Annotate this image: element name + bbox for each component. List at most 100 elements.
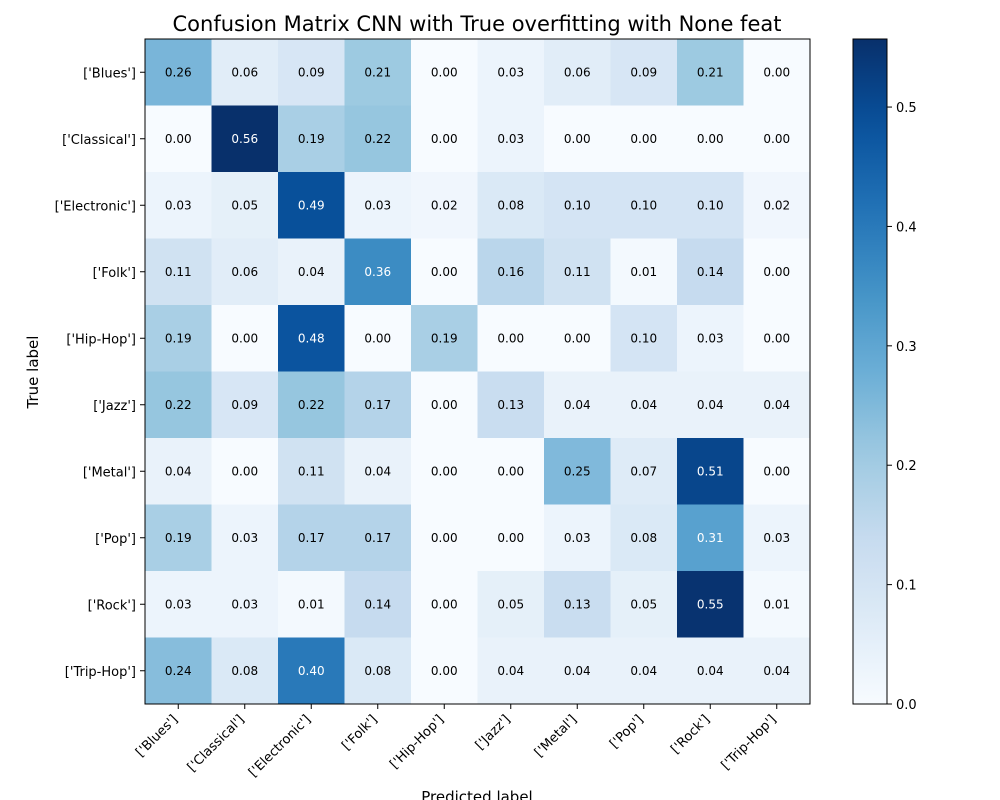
cell-value-label: 0.00 [497, 531, 524, 545]
heatmap-cell [544, 39, 611, 106]
cell-value-label: 0.00 [497, 464, 524, 478]
cell-value-label: 0.04 [364, 464, 391, 478]
cell-value-label: 0.03 [165, 198, 192, 212]
colorbar [852, 38, 888, 705]
heatmap-cell [411, 371, 478, 439]
cell-value-label: 0.19 [431, 331, 458, 345]
cell-value-label: 0.02 [763, 198, 790, 212]
cell-value-label: 0.00 [763, 265, 790, 279]
cell-value-label: 0.11 [564, 265, 591, 279]
cell-value-label: 0.04 [630, 664, 657, 678]
plot-frame [144, 38, 811, 705]
cell-value-label: 0.01 [630, 265, 657, 279]
cell-value-label: 0.04 [497, 664, 524, 678]
heatmap-cell [544, 172, 611, 239]
heatmap-cell [278, 571, 345, 638]
cell-value-label: 0.55 [697, 597, 724, 611]
heatmap-cell [211, 105, 279, 173]
heatmap-cell [411, 39, 478, 106]
heatmap-cell [278, 39, 345, 106]
cell-value-label: 0.19 [165, 531, 192, 545]
heatmap-cell [145, 172, 212, 239]
cell-value-label: 0.03 [697, 331, 724, 345]
cell-value-label: 0.22 [165, 398, 192, 412]
heatmap-cell [411, 571, 478, 638]
x-tick-label: ['Rock'] [668, 712, 713, 757]
cell-value-label: 0.31 [697, 531, 724, 545]
heatmap-cell [544, 371, 611, 439]
colorbar-ticks: 0.0 0.1 0.2 0.3 0.4 0.5 [887, 101, 917, 713]
cell-value-label: 0.06 [564, 65, 591, 79]
heatmap-cell [278, 637, 345, 705]
heatmap-cell [344, 238, 412, 306]
heatmap-cell [544, 305, 611, 372]
cell-value-label: 0.04 [697, 398, 724, 412]
heatmap-cell [344, 438, 412, 505]
cell-value-label: 0.00 [431, 265, 458, 279]
cell-value-label: 0.51 [697, 464, 724, 478]
cell-value-label: 0.00 [630, 132, 657, 146]
heatmap-cell [743, 637, 811, 705]
x-tick-label: ['Pop'] [607, 712, 647, 752]
heatmap-cell [145, 571, 212, 638]
y-tick-label: ['Jazz'] [93, 399, 136, 414]
cell-value-label: 0.13 [497, 398, 524, 412]
cell-value-label: 0.08 [497, 198, 524, 212]
cell-value-label: 0.00 [564, 331, 591, 345]
colorbar-tick-label: 0.3 [896, 340, 917, 355]
cell-value-label: 0.03 [564, 531, 591, 545]
heatmap-cell [677, 371, 744, 439]
heatmap-cell [278, 504, 345, 572]
heatmap-cell [344, 371, 412, 439]
cell-value-label: 0.09 [630, 65, 657, 79]
cell-value-label: 0.00 [431, 132, 458, 146]
cell-value-label: 0.00 [497, 331, 524, 345]
heatmap-cell [610, 39, 678, 106]
heatmap-cell [145, 238, 212, 306]
y-tick-label: ['Classical'] [62, 133, 136, 148]
cell-value-label: 0.00 [364, 331, 391, 345]
cell-value-label: 0.26 [165, 65, 192, 79]
heatmap-cell [411, 504, 478, 572]
cell-value-label: 0.36 [364, 265, 391, 279]
cell-value-label: 0.03 [231, 597, 258, 611]
cell-value-label: 0.04 [697, 664, 724, 678]
heatmap-cell [411, 438, 478, 505]
cell-value-label: 0.07 [630, 464, 657, 478]
cell-value-label: 0.00 [431, 398, 458, 412]
cell-value-label: 0.00 [431, 664, 458, 678]
cell-value-label: 0.21 [697, 65, 724, 79]
cell-value-label: 0.04 [630, 398, 657, 412]
cell-value-label: 0.04 [763, 398, 790, 412]
heatmap-cell [610, 305, 678, 372]
cell-value-label: 0.00 [165, 132, 192, 146]
cell-value-label: 0.25 [564, 464, 591, 478]
heatmap-cell [677, 105, 744, 173]
cell-value-label: 0.06 [231, 65, 258, 79]
heatmap-cell [544, 238, 611, 306]
heatmap-cell [610, 438, 678, 505]
heatmap-cell [544, 105, 611, 173]
heatmap-cell [477, 438, 545, 505]
heatmap-cell [211, 39, 279, 106]
heatmap-cell [743, 105, 811, 173]
heatmap-cell [211, 637, 279, 705]
cell-value-label: 0.22 [298, 398, 325, 412]
heatmap-cell [411, 637, 478, 705]
cell-value-label: 0.09 [231, 398, 258, 412]
heatmap-cell [411, 105, 478, 173]
heatmap-cell [610, 637, 678, 705]
cell-value-label: 0.00 [763, 132, 790, 146]
cell-value-label: 0.04 [165, 464, 192, 478]
cell-value-label: 0.06 [231, 265, 258, 279]
heatmap-cell [344, 39, 412, 106]
heatmap-cell [743, 504, 811, 572]
cell-value-label: 0.40 [298, 664, 325, 678]
cell-value-label: 0.16 [497, 265, 524, 279]
cell-value-label: 0.04 [763, 664, 790, 678]
colorbar-tick-label: 0.0 [896, 698, 917, 713]
heatmap-cell [477, 504, 545, 572]
x-tick-label: ['Blues'] [133, 712, 181, 760]
heatmap-cell [544, 571, 611, 638]
heatmap-cell [743, 571, 811, 638]
